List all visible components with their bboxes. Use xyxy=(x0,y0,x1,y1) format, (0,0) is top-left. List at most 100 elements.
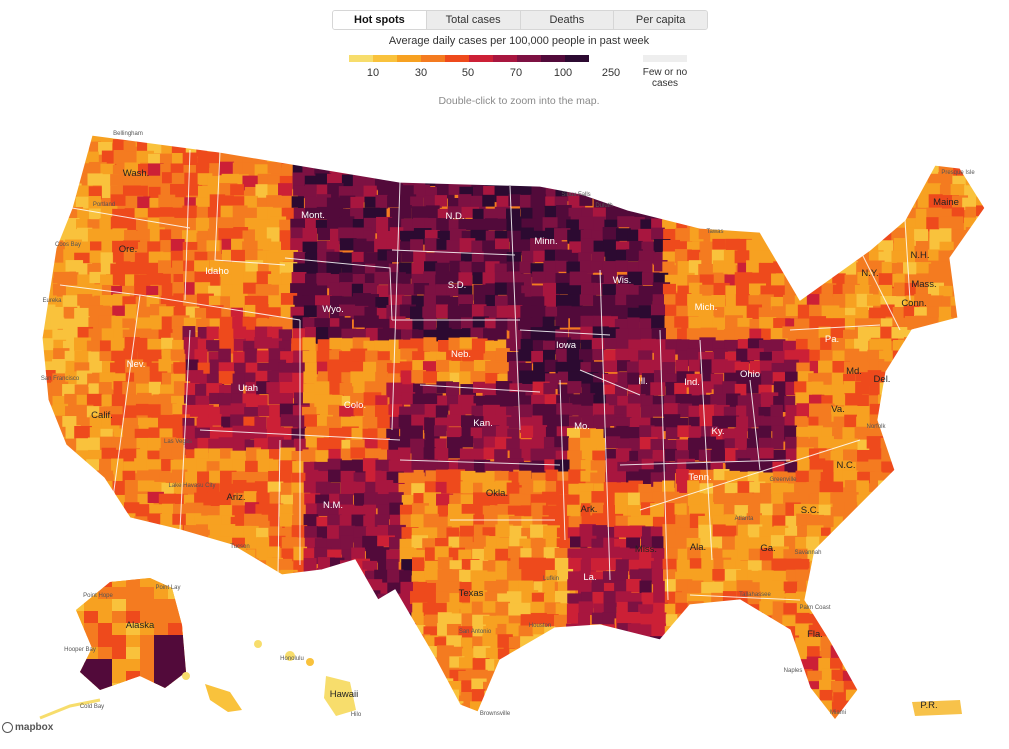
city-label: Greenville xyxy=(769,477,797,483)
state-label: Idaho xyxy=(205,266,229,277)
city-label: Lufkin xyxy=(543,576,559,582)
contiguous-us-counties xyxy=(41,134,986,721)
city-label: Portland xyxy=(93,202,115,208)
city-label: Tallahassee xyxy=(739,592,771,598)
city-label: Norfolk xyxy=(866,424,886,430)
state-label: Ky. xyxy=(711,426,724,437)
state-label: Va. xyxy=(831,404,845,415)
city-label: Hooper Bay xyxy=(64,647,96,653)
city-label: Point Hope xyxy=(83,593,113,599)
state-label: S.C. xyxy=(801,505,819,516)
legend-tick: 10 xyxy=(366,67,380,79)
city-label: Cold Bay xyxy=(80,704,104,710)
legend-swatch xyxy=(349,55,373,62)
state-label: N.Y. xyxy=(861,268,878,279)
city-label: Presque Isle xyxy=(941,170,975,176)
mapbox-attribution[interactable]: mapbox xyxy=(2,722,53,733)
zoom-hint: Double-click to zoom into the map. xyxy=(438,95,600,107)
city-label: Lake Havasu City xyxy=(168,483,215,489)
tab-per-capita[interactable]: Per capita xyxy=(613,11,707,29)
state-label: Ariz. xyxy=(227,492,246,503)
legend-swatch xyxy=(469,55,493,62)
legend-swatch xyxy=(541,55,565,62)
tab-hot-spots[interactable]: Hot spots xyxy=(333,11,426,29)
state-label: Mich. xyxy=(695,302,718,313)
aleutians xyxy=(39,698,101,720)
tab-deaths[interactable]: Deaths xyxy=(519,11,614,29)
city-label: San Francisco xyxy=(41,376,80,382)
state-label: Mo. xyxy=(574,421,590,432)
state-label: Colo. xyxy=(344,400,366,411)
state-label: Tenn. xyxy=(688,472,711,483)
city-label: Point Lay xyxy=(155,585,180,591)
city-label: Savannah xyxy=(794,550,821,556)
legend-title: Average daily cases per 100,000 people i… xyxy=(388,35,650,47)
hawaii xyxy=(182,640,356,716)
state-label: Ark. xyxy=(581,504,598,515)
city-label: Atlanta xyxy=(735,516,754,522)
state-label: N.D. xyxy=(446,211,465,222)
state-label: Ala. xyxy=(690,542,706,553)
city-label: Tucson xyxy=(230,544,249,550)
city-label: Brownsville xyxy=(480,711,511,717)
legend-tick: 100 xyxy=(553,67,573,79)
state-label: La. xyxy=(583,572,596,583)
state-label: Ohio xyxy=(740,369,760,380)
state-label: Iowa xyxy=(556,340,577,351)
state-label: Nev. xyxy=(127,359,146,370)
state-label: Kan. xyxy=(473,418,493,429)
state-label: Wash. xyxy=(123,168,150,179)
state-label: Ill. xyxy=(638,376,648,387)
legend-swatch xyxy=(493,55,517,62)
state-label: N.M. xyxy=(323,500,343,511)
tab-total-cases[interactable]: Total cases xyxy=(425,11,520,29)
state-label: Utah xyxy=(238,383,258,394)
state-borders xyxy=(59,149,911,601)
state-label: Del. xyxy=(874,374,891,385)
state-label: Md. xyxy=(846,366,862,377)
state-label: Mass. xyxy=(911,279,936,290)
state-label: S.D. xyxy=(448,280,466,291)
state-label: Mont. xyxy=(301,210,325,221)
state-label: Fla. xyxy=(807,629,823,640)
city-label: Palm Coast xyxy=(799,605,830,611)
city-label: Tawas xyxy=(706,229,723,235)
legend-swatch xyxy=(421,55,445,62)
legend-color-scale xyxy=(349,55,589,62)
legend-swatch xyxy=(565,55,589,62)
state-label: Neb. xyxy=(451,349,471,360)
legend-few-cases-label: Few or no cases xyxy=(642,67,688,89)
legend-swatch xyxy=(445,55,469,62)
state-label: Hawaii xyxy=(330,689,359,700)
state-label: Alaska xyxy=(126,620,155,631)
state-label: Wis. xyxy=(613,275,631,286)
map-labels: Wash. Mont. N.D. Minn. Maine Ore. Idaho S.D. Wis… xyxy=(41,131,976,718)
city-label: Duluth xyxy=(595,203,612,209)
city-label: Houston xyxy=(529,623,551,629)
legend-tick: 70 xyxy=(509,67,523,79)
state-label: Ind. xyxy=(684,377,700,388)
state-label: Miss. xyxy=(635,544,657,555)
state-label: P.R. xyxy=(920,700,937,711)
legend-tick: 50 xyxy=(461,67,475,79)
state-label: Calif. xyxy=(91,410,113,421)
state-label: Wyo. xyxy=(322,304,344,315)
city-label: Sioux Falls xyxy=(561,192,590,198)
city-label: Coos Bay xyxy=(55,242,81,248)
legend-tick: 250 xyxy=(601,67,621,79)
mapbox-logo-icon xyxy=(2,722,13,733)
state-label: N.C. xyxy=(837,460,856,471)
city-label: Miami xyxy=(830,710,846,716)
city-label: Eureka xyxy=(42,298,62,304)
city-label: Naples xyxy=(784,668,803,674)
legend-tick: 30 xyxy=(414,67,428,79)
puerto-rico xyxy=(912,700,962,716)
city-label: Hilo xyxy=(351,712,362,718)
state-label: Okla. xyxy=(486,488,508,499)
state-label: Minn. xyxy=(534,236,557,247)
state-label: Conn. xyxy=(901,298,926,309)
state-label: Maine xyxy=(933,197,959,208)
state-label: Ga. xyxy=(760,543,775,554)
view-tabs: Hot spots Total cases Deaths Per capita xyxy=(332,10,708,30)
